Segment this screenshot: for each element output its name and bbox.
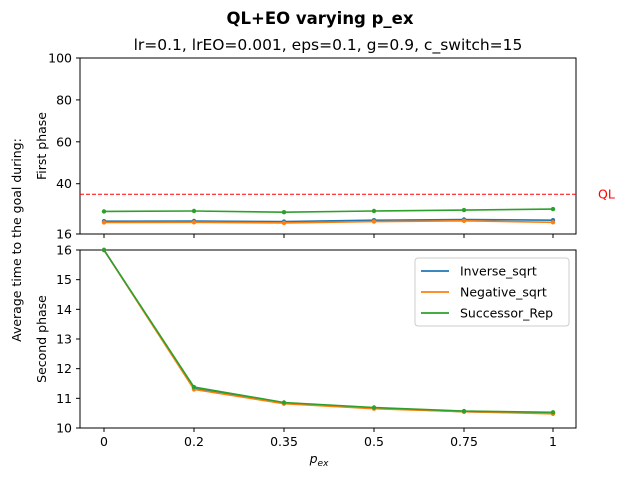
x-axis-label-main: p	[309, 451, 318, 466]
panel-1-point-Negative_sqrt	[461, 218, 467, 223]
panel-1-point-Successor_Rep	[191, 208, 197, 214]
xtick-label: 0.5	[364, 434, 384, 449]
panel-1-ytick-label: 16	[56, 227, 72, 242]
ql-reference-label: QL	[598, 187, 615, 202]
panel-2-point-Successor_Rep	[371, 405, 377, 410]
xtick-label: 0	[100, 434, 108, 449]
panel-1-ytick-label: 60	[56, 134, 72, 149]
panel-1-point-Negative_sqrt	[281, 220, 287, 226]
xtick-label: 0.2	[184, 434, 204, 449]
panel-2-ytick-label: 11	[56, 391, 72, 406]
legend-entry-label: Successor_Rep	[460, 306, 553, 321]
panel-1-point-Successor_Rep	[101, 209, 107, 214]
panel-1-series-line-Successor_Rep	[103, 208, 554, 214]
panel-2-ytick-label: 12	[56, 361, 72, 376]
panel-2-ytick-label: 16	[56, 243, 72, 258]
shared-y-axis-label: Average time to the goal during:	[9, 138, 24, 342]
panel-1-point-Successor_Rep	[371, 208, 377, 214]
panel-2-ytick-label: 15	[56, 272, 72, 287]
panel-1-frame	[79, 57, 577, 235]
panel-1-series-line-Negative_sqrt	[103, 219, 554, 224]
xtick-label: 0.75	[450, 434, 478, 449]
panel-2-ytick-label: 10	[56, 421, 72, 436]
panel-2-ytick-label: 13	[56, 332, 72, 347]
chart-title: QL+EO varying p_ex	[226, 9, 413, 28]
panel-1-ytick-label: 80	[56, 92, 72, 107]
panel-2-point-Successor_Rep	[101, 247, 107, 253]
panel-2-point-Successor_Rep	[461, 408, 467, 414]
x-axis-label: pex	[309, 451, 329, 469]
legend-entry-label: Inverse_sqrt	[460, 264, 537, 279]
panel-1-point-Negative_sqrt	[101, 220, 107, 225]
panel-1-point-Successor_Rep	[461, 207, 467, 213]
chart-subtitle: lr=0.1, lrEO=0.001, eps=0.1, g=0.9, c_sw…	[134, 36, 523, 55]
legend: Inverse_sqrt Negative_sqrt Successor_Rep	[414, 257, 570, 327]
panel-1-point-Negative_sqrt	[371, 219, 377, 224]
panel-2-series-line-Successor_Rep	[103, 249, 554, 414]
legend-entry-label: Negative_sqrt	[460, 285, 547, 300]
panel-2-ytick-label: 14	[56, 302, 72, 317]
legend-box	[414, 257, 570, 327]
x-axis-label-subscript: ex	[318, 459, 330, 469]
panel-2-point-Successor_Rep	[281, 400, 287, 405]
panel-2-y-axis-label: Second phase	[34, 295, 49, 383]
panel-1-y-axis-label: First phase	[34, 112, 49, 180]
panel-1-ytick-label: 100	[48, 51, 72, 66]
xtick-label: 0.35	[270, 434, 298, 449]
panel-1-point-Negative_sqrt	[550, 220, 556, 225]
panel-1-point-Successor_Rep	[281, 210, 287, 215]
panel-1-series-line-Inverse_sqrt	[103, 218, 554, 223]
xtick-label: 1	[549, 434, 557, 449]
panel-2-point-Successor_Rep	[191, 384, 197, 390]
panel-2-point-Successor_Rep	[550, 410, 556, 415]
panel-1-point-Successor_Rep	[550, 206, 556, 212]
panel-1-point-Negative_sqrt	[191, 220, 197, 225]
panel-1-ytick-label: 40	[56, 176, 72, 191]
